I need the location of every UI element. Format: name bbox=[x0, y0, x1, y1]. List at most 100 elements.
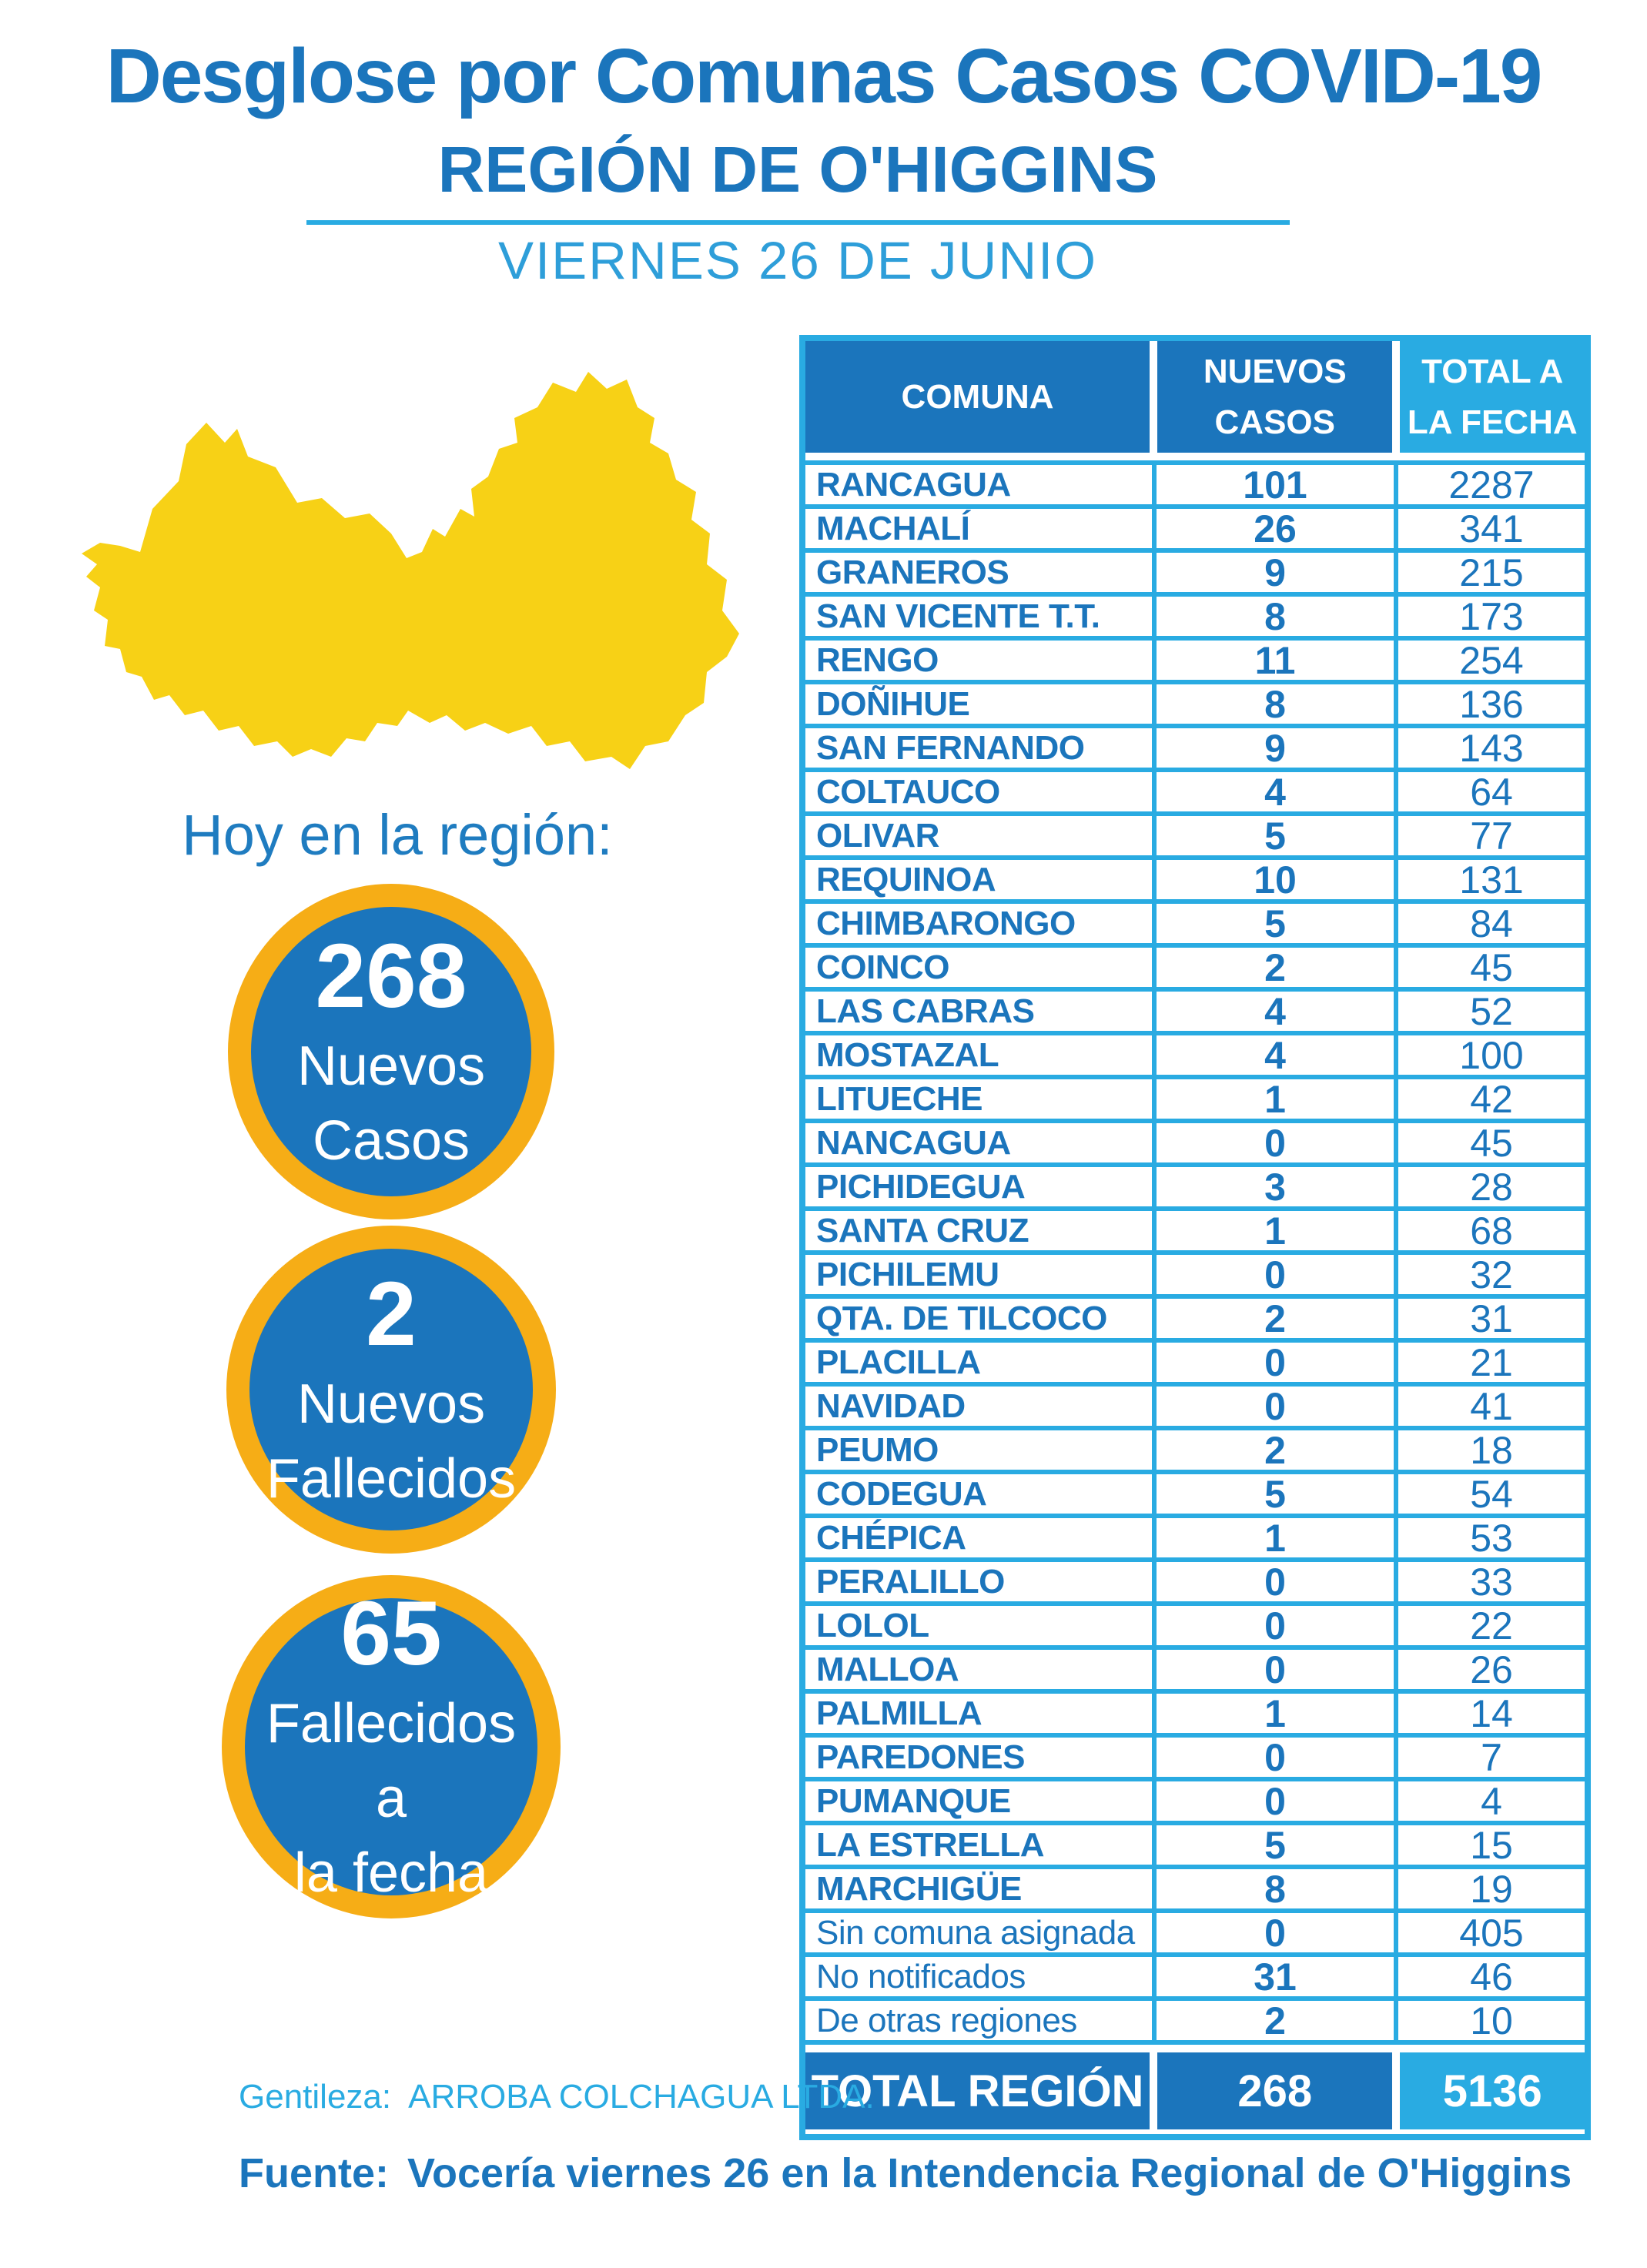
comuna-cell: PEUMO bbox=[805, 1430, 1152, 1470]
nuevos-casos-cell: 0 bbox=[1157, 1738, 1394, 1777]
total-fecha-cell: 4 bbox=[1398, 1781, 1585, 1821]
col-header-total-line1: TOTAL A bbox=[1421, 352, 1564, 390]
total-fecha-cell: 32 bbox=[1398, 1255, 1585, 1294]
nuevos-casos-cell: 2 bbox=[1157, 1299, 1394, 1338]
total-deaths-label-line1: Fallecidos a bbox=[266, 1693, 517, 1830]
comuna-cell: COINCO bbox=[805, 948, 1152, 987]
total-fecha-cell: 7 bbox=[1398, 1738, 1585, 1777]
total-deaths-value: 65 bbox=[340, 1583, 442, 1685]
total-deaths-label-line2: la fecha bbox=[293, 1842, 489, 1905]
total-fecha-cell: 54 bbox=[1398, 1474, 1585, 1514]
comuna-cell: COLTAUCO bbox=[805, 772, 1152, 811]
total-fecha-cell: 15 bbox=[1398, 1825, 1585, 1865]
comuna-cell: MOSTAZAL bbox=[805, 1035, 1152, 1075]
nuevos-casos-cell: 3 bbox=[1157, 1167, 1394, 1206]
total-fecha-cell: 22 bbox=[1398, 1606, 1585, 1645]
nuevos-casos-cell: 0 bbox=[1157, 1343, 1394, 1382]
comuna-cell: LITUECHE bbox=[805, 1079, 1152, 1119]
source-line: Fuente: Vocería viernes 26 en la Intenden… bbox=[239, 2153, 1572, 2194]
nuevos-casos-cell: 0 bbox=[1157, 1650, 1394, 1689]
comuna-cell: REQUINOA bbox=[805, 860, 1152, 899]
page-subtitle: REGIÓN DE O'HIGGINS bbox=[437, 133, 1158, 206]
nuevos-casos-cell: 2 bbox=[1157, 948, 1394, 987]
new-cases-value: 268 bbox=[315, 925, 467, 1027]
source-value: Vocería viernes 26 en la Intendencia Reg… bbox=[407, 2150, 1572, 2196]
comuna-cell: PUMANQUE bbox=[805, 1781, 1152, 1821]
comuna-cell: NAVIDAD bbox=[805, 1387, 1152, 1426]
total-fecha-cell: 21 bbox=[1398, 1343, 1585, 1382]
nuevos-casos-cell: 0 bbox=[1157, 1255, 1394, 1294]
nuevos-casos-cell: 0 bbox=[1157, 1387, 1394, 1426]
total-fecha-cell: 45 bbox=[1398, 948, 1585, 987]
total-fecha-cell: 26 bbox=[1398, 1650, 1585, 1689]
total-fecha-cell: 131 bbox=[1398, 860, 1585, 899]
col-header-nuevos-casos: NUEVOS CASOS bbox=[1157, 341, 1393, 453]
nuevos-casos-cell: 0 bbox=[1157, 1123, 1394, 1162]
comuna-cell: SANTA CRUZ bbox=[805, 1211, 1152, 1250]
nuevos-casos-cell: 10 bbox=[1157, 860, 1394, 899]
comuna-cell: SAN VICENTE T.T. bbox=[805, 597, 1152, 636]
total-fecha-cell: 68 bbox=[1398, 1211, 1585, 1250]
nuevos-casos-cell: 1 bbox=[1157, 1079, 1394, 1119]
nuevos-casos-cell: 8 bbox=[1157, 684, 1394, 724]
credit-label: Gentileza: bbox=[239, 2078, 392, 2116]
table-header: COMUNA NUEVOS CASOS TOTAL A LA FECHA bbox=[805, 341, 1585, 453]
comuna-cell: PLACILLA bbox=[805, 1343, 1152, 1382]
comuna-cell: De otras regiones bbox=[805, 2001, 1152, 2040]
nuevos-casos-cell: 5 bbox=[1157, 1825, 1394, 1865]
total-fecha-cell: 52 bbox=[1398, 992, 1585, 1031]
col-header-nuevos-line1: NUEVOS bbox=[1203, 352, 1347, 390]
new-deaths-label-line2: Fallecidos bbox=[266, 1447, 517, 1510]
nuevos-casos-cell: 31 bbox=[1157, 1957, 1394, 1996]
nuevos-casos-cell: 1 bbox=[1157, 1694, 1394, 1733]
credit-value: ARROBA COLCHAGUA LTDA. bbox=[408, 2078, 875, 2116]
nuevos-casos-cell: 5 bbox=[1157, 1474, 1394, 1514]
total-fecha-cell: 84 bbox=[1398, 904, 1585, 943]
nuevos-casos-cell: 1 bbox=[1157, 1211, 1394, 1250]
new-deaths-label-line1: Nuevos bbox=[296, 1373, 486, 1435]
col-header-comuna: COMUNA bbox=[805, 341, 1150, 453]
nuevos-casos-cell: 0 bbox=[1157, 1781, 1394, 1821]
total-fecha-cell: 28 bbox=[1398, 1167, 1585, 1206]
total-fecha-cell: 77 bbox=[1398, 816, 1585, 855]
total-fecha-cell: 42 bbox=[1398, 1079, 1585, 1119]
comuna-cell: PICHILEMU bbox=[805, 1255, 1152, 1294]
comuna-cell: CHIMBARONGO bbox=[805, 904, 1152, 943]
new-cases-label-line1: Nuevos bbox=[296, 1035, 486, 1097]
comuna-cell: NANCAGUA bbox=[805, 1123, 1152, 1162]
total-fecha-cell: 215 bbox=[1398, 553, 1585, 592]
total-fecha-cell: 46 bbox=[1398, 1957, 1585, 1996]
total-region-cumulative: 5136 bbox=[1400, 2052, 1585, 2129]
nuevos-casos-cell: 8 bbox=[1157, 597, 1394, 636]
total-fecha-cell: 100 bbox=[1398, 1035, 1585, 1075]
new-cases-badge: 268 Nuevos Casos bbox=[228, 884, 554, 1219]
total-fecha-cell: 14 bbox=[1398, 1694, 1585, 1733]
comuna-cell: SAN FERNANDO bbox=[805, 728, 1152, 768]
comuna-cell: Sin comuna asignada bbox=[805, 1913, 1152, 1952]
total-fecha-cell: 19 bbox=[1398, 1869, 1585, 1908]
region-map bbox=[82, 372, 739, 769]
new-deaths-value: 2 bbox=[366, 1263, 417, 1365]
total-fecha-cell: 45 bbox=[1398, 1123, 1585, 1162]
total-fecha-cell: 10 bbox=[1398, 2001, 1585, 2040]
nuevos-casos-cell: 1 bbox=[1157, 1518, 1394, 1557]
comuna-cell: MALLOA bbox=[805, 1650, 1152, 1689]
nuevos-casos-cell: 5 bbox=[1157, 816, 1394, 855]
nuevos-casos-cell: 26 bbox=[1157, 509, 1394, 548]
new-deaths-badge: 2 Nuevos Fallecidos bbox=[226, 1226, 556, 1554]
comuna-cell: LAS CABRAS bbox=[805, 992, 1152, 1031]
nuevos-casos-cell: 5 bbox=[1157, 904, 1394, 943]
comuna-cell: OLIVAR bbox=[805, 816, 1152, 855]
comuna-cell: PERALILLO bbox=[805, 1562, 1152, 1601]
comuna-cell: PICHIDEGUA bbox=[805, 1167, 1152, 1206]
subtitle-divider bbox=[306, 220, 1290, 225]
nuevos-casos-cell: 2 bbox=[1157, 1430, 1394, 1470]
nuevos-casos-cell: 0 bbox=[1157, 1562, 1394, 1601]
comuna-cell: LA ESTRELLA bbox=[805, 1825, 1152, 1865]
col-header-total-line2: LA FECHA bbox=[1407, 403, 1578, 441]
comuna-cell: RANCAGUA bbox=[805, 465, 1152, 504]
nuevos-casos-cell: 4 bbox=[1157, 992, 1394, 1031]
col-header-nuevos-line2: CASOS bbox=[1214, 403, 1336, 441]
comuna-cell: CODEGUA bbox=[805, 1474, 1152, 1514]
total-fecha-cell: 143 bbox=[1398, 728, 1585, 768]
